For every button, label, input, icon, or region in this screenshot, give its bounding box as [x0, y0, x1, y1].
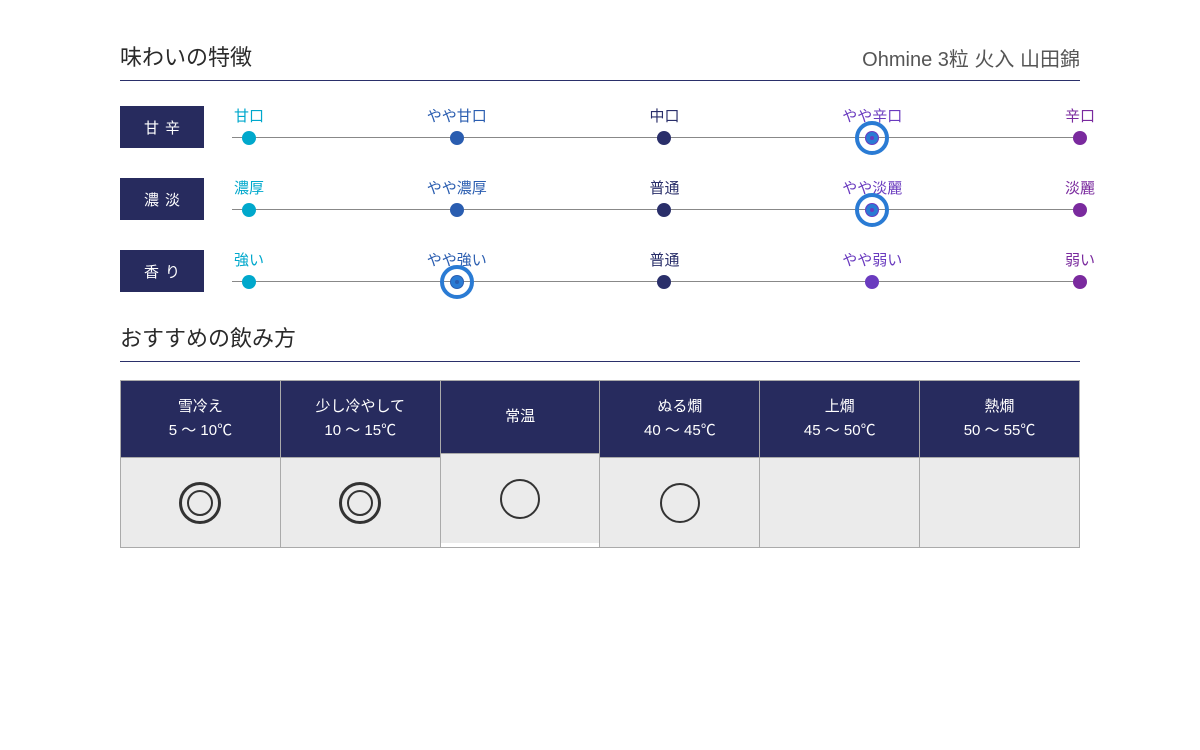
serving-header: 上燗45 〜 50℃: [760, 381, 919, 457]
serving-body: [920, 457, 1079, 547]
scale-label: 普通: [604, 249, 724, 270]
serving-header: ぬる燗40 〜 45℃: [600, 381, 759, 457]
scale-point: 普通: [604, 177, 724, 218]
section-title-serving: おすすめの飲み方: [120, 321, 1080, 362]
scale-dot: [657, 275, 671, 289]
scale-dot: [242, 203, 256, 217]
serving-name: 熱燗: [924, 395, 1075, 419]
serving-column: 上燗45 〜 50℃: [759, 380, 920, 548]
scale-dot: [865, 275, 879, 289]
serving-header: 常温: [441, 381, 600, 453]
serving-header: 熱燗50 〜 55℃: [920, 381, 1079, 457]
scale-label: 辛口: [1020, 105, 1140, 126]
mark-single-icon: [500, 479, 540, 519]
serving-name: 常温: [445, 405, 596, 429]
scale-point: 強い: [189, 249, 309, 290]
scale-label: 甘口: [189, 105, 309, 126]
mark-single-icon: [660, 483, 700, 523]
scale-label: 強い: [189, 249, 309, 270]
scale-label: 中口: [604, 105, 724, 126]
scale-row: 濃淡濃厚やや濃厚普通やや淡麗淡麗: [120, 177, 1080, 221]
scale-point: 中口: [604, 105, 724, 146]
serving-header: 少し冷やして10 〜 15℃: [281, 381, 440, 457]
scale-point: やや辛口: [812, 105, 932, 146]
serving-name: 雪冷え: [125, 395, 276, 419]
scale-point: やや弱い: [812, 249, 932, 290]
serving-column: ぬる燗40 〜 45℃: [599, 380, 760, 548]
section-title-taste: 味わいの特徴: [120, 40, 252, 72]
scale-dot: [450, 203, 464, 217]
scale-dot: [657, 203, 671, 217]
serving-header: 雪冷え5 〜 10℃: [121, 381, 280, 457]
scale-label: やや甘口: [397, 105, 517, 126]
scale-dot: [865, 203, 879, 217]
scale-label: やや濃厚: [397, 177, 517, 198]
scale-dot: [450, 275, 464, 289]
scale-label: やや辛口: [812, 105, 932, 126]
serving-column: 常温: [440, 380, 601, 548]
serving-body: [441, 453, 600, 543]
scale-track: 強いやや強い普通やや弱い弱い: [232, 249, 1080, 293]
scale-label: やや淡麗: [812, 177, 932, 198]
serving-name: 上燗: [764, 395, 915, 419]
scale-point: 濃厚: [189, 177, 309, 218]
serving-body: [121, 457, 280, 547]
product-name: Ohmine 3粒 火入 山田錦: [862, 43, 1080, 72]
scale-point: 甘口: [189, 105, 309, 146]
scale-dot: [450, 131, 464, 145]
taste-scales: 甘辛甘口やや甘口中口やや辛口辛口濃淡濃厚やや濃厚普通やや淡麗淡麗香り強いやや強い…: [120, 105, 1080, 293]
scale-row: 香り強いやや強い普通やや弱い弱い: [120, 249, 1080, 293]
serving-column: 少し冷やして10 〜 15℃: [280, 380, 441, 548]
scale-dot: [865, 131, 879, 145]
scale-dot: [1073, 131, 1087, 145]
scale-track: 濃厚やや濃厚普通やや淡麗淡麗: [232, 177, 1080, 221]
serving-body: [281, 457, 440, 547]
scale-label: 濃厚: [189, 177, 309, 198]
scale-point: やや淡麗: [812, 177, 932, 218]
scale-label: やや弱い: [812, 249, 932, 270]
scale-label: 弱い: [1020, 249, 1140, 270]
scale-point: 弱い: [1020, 249, 1140, 290]
serving-name: ぬる燗: [604, 395, 755, 419]
scale-row: 甘辛甘口やや甘口中口やや辛口辛口: [120, 105, 1080, 149]
scale-dot: [242, 275, 256, 289]
scale-label: 普通: [604, 177, 724, 198]
scale-track: 甘口やや甘口中口やや辛口辛口: [232, 105, 1080, 149]
scale-dot: [242, 131, 256, 145]
mark-double-icon: [179, 482, 221, 524]
serving-column: 雪冷え5 〜 10℃: [120, 380, 281, 548]
serving-column: 熱燗50 〜 55℃: [919, 380, 1080, 548]
scale-point: 辛口: [1020, 105, 1140, 146]
scale-label: 淡麗: [1020, 177, 1140, 198]
serving-range: 40 〜 45℃: [604, 419, 755, 443]
serving-range: 50 〜 55℃: [924, 419, 1075, 443]
serving-body: [760, 457, 919, 547]
serving-body: [600, 457, 759, 547]
serving-table: 雪冷え5 〜 10℃少し冷やして10 〜 15℃常温ぬる燗40 〜 45℃上燗4…: [120, 380, 1080, 548]
scale-dot: [657, 131, 671, 145]
scale-point: やや強い: [397, 249, 517, 290]
taste-header: 味わいの特徴 Ohmine 3粒 火入 山田錦: [120, 40, 1080, 81]
serving-name: 少し冷やして: [285, 395, 436, 419]
scale-point: やや濃厚: [397, 177, 517, 218]
scale-point: 淡麗: [1020, 177, 1140, 218]
serving-range: 45 〜 50℃: [764, 419, 915, 443]
mark-double-icon: [339, 482, 381, 524]
serving-range: 10 〜 15℃: [285, 419, 436, 443]
scale-dot: [1073, 275, 1087, 289]
scale-dot: [1073, 203, 1087, 217]
scale-point: やや甘口: [397, 105, 517, 146]
scale-label: やや強い: [397, 249, 517, 270]
scale-point: 普通: [604, 249, 724, 290]
serving-range: 5 〜 10℃: [125, 419, 276, 443]
